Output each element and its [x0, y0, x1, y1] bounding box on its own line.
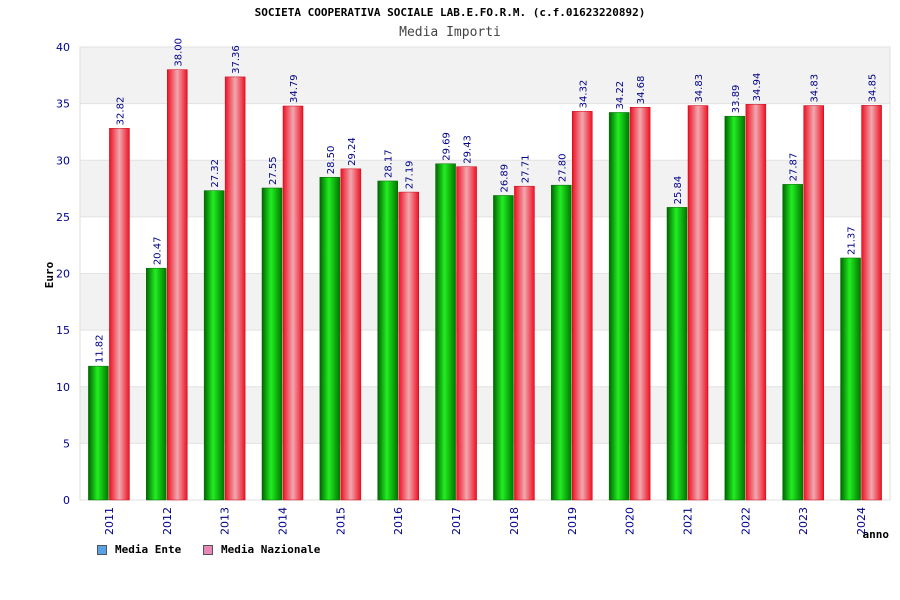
x-tick-label: 2015: [334, 507, 347, 535]
data-label-media-nazionale: 37.36: [231, 45, 242, 74]
y-tick-label: 30: [56, 154, 70, 167]
bar-media-ente: [666, 207, 688, 501]
data-label-media-ente: 29.69: [442, 132, 453, 161]
data-label-media-nazionale: 27.19: [405, 160, 416, 189]
bar-media-ente: [782, 184, 803, 501]
data-label-media-nazionale: 29.24: [347, 137, 358, 166]
bar-media-ente: [435, 163, 456, 501]
data-label-media-nazionale: 34.32: [578, 80, 589, 109]
data-label-media-ente: 34.22: [615, 81, 626, 110]
bar-media-ente: [493, 195, 514, 501]
bar-media-ente: [724, 115, 746, 501]
data-label-media-ente: 20.47: [152, 237, 163, 266]
x-tick-label: 2019: [566, 507, 579, 535]
bar-media-ente: [319, 176, 341, 501]
data-label-media-nazionale: 32.82: [115, 97, 126, 126]
legend-item-ente: Media Ente: [97, 543, 181, 556]
x-tick-label: 2016: [392, 507, 405, 535]
bar-media-ente: [551, 184, 572, 501]
bar-media-nazionale: [861, 105, 882, 501]
y-tick-label: 15: [56, 324, 70, 337]
plot-band: [80, 386, 890, 444]
x-tick-label: 2012: [161, 507, 174, 535]
bar-media-ente: [203, 190, 225, 501]
x-tick-label: 2017: [450, 507, 463, 535]
plot-band: [80, 103, 890, 161]
bar-media-ente: [608, 112, 630, 501]
data-label-media-ente: 27.80: [557, 154, 568, 183]
y-tick-label: 0: [63, 494, 70, 507]
x-tick-label: 2018: [508, 507, 521, 535]
bar-media-nazionale: [629, 106, 651, 501]
y-tick-label: 20: [56, 268, 70, 281]
y-tick-label: 25: [56, 211, 70, 224]
x-tick-label: 2024: [855, 507, 868, 535]
bar-media-nazionale: [224, 76, 246, 501]
bar-media-ente: [377, 180, 398, 501]
plot-band: [80, 273, 890, 331]
data-label-media-ente: 28.17: [384, 149, 395, 178]
data-label-media-nazionale: 29.43: [463, 135, 474, 164]
data-label-media-nazionale: 34.83: [810, 74, 821, 103]
data-label-media-ente: 27.55: [268, 156, 279, 185]
bar-media-ente: [840, 257, 861, 501]
plot-band: [80, 330, 890, 387]
bar-media-nazionale: [282, 105, 304, 501]
data-label-media-ente: 21.37: [847, 226, 858, 255]
plot-band: [80, 160, 890, 217]
bar-media-nazionale: [803, 105, 824, 501]
data-label-media-nazionale: 27.71: [520, 155, 531, 184]
bar-media-nazionale: [572, 111, 593, 501]
plot-band: [80, 216, 890, 274]
data-label-media-ente: 27.87: [789, 153, 800, 182]
legend-item-nazionale: Media Nazionale: [203, 543, 320, 556]
data-label-media-ente: 11.82: [94, 334, 105, 363]
plot-band: [80, 47, 890, 104]
y-tick-label: 10: [56, 381, 70, 394]
bar-media-ente: [146, 267, 167, 501]
data-label-media-nazionale: 34.83: [694, 74, 705, 103]
y-tick-label: 40: [56, 41, 70, 54]
data-label-media-nazionale: 34.79: [289, 74, 300, 103]
y-tick-label: 5: [63, 437, 70, 450]
bar-media-ente: [88, 365, 109, 501]
x-axis-label: anno: [863, 528, 890, 541]
bar-media-nazionale: [514, 185, 535, 501]
data-label-media-ente: 26.89: [499, 164, 510, 193]
x-tick-label: 2020: [624, 507, 637, 535]
chart-subtitle: Media Importi: [399, 25, 501, 40]
x-tick-label: 2011: [103, 507, 116, 535]
y-axis-label: Euro: [43, 261, 56, 288]
bar-media-nazionale: [456, 166, 477, 501]
chart-title: SOCIETA COOPERATIVA SOCIALE LAB.E.FO.R.M…: [254, 6, 646, 19]
bar-media-nazionale: [109, 128, 130, 501]
y-tick-label: 35: [56, 98, 70, 111]
data-label-media-nazionale: 34.68: [636, 76, 647, 105]
x-tick-label: 2022: [739, 507, 752, 535]
data-label-media-nazionale: 34.85: [868, 74, 879, 103]
plot-band: [80, 443, 890, 500]
bar-media-nazionale: [167, 69, 188, 501]
x-tick-label: 2014: [277, 507, 290, 535]
data-label-media-nazionale: 38.00: [173, 38, 184, 67]
data-label-media-nazionale: 34.94: [752, 73, 763, 102]
x-tick-label: 2013: [219, 507, 232, 535]
data-label-media-ente: 33.89: [731, 85, 742, 114]
data-label-media-ente: 25.84: [673, 176, 684, 205]
x-tick-label: 2023: [797, 507, 810, 535]
legend-label-ente: Media Ente: [115, 543, 182, 556]
data-label-media-ente: 28.50: [326, 146, 337, 175]
bar-media-nazionale: [687, 105, 709, 501]
x-tick-label: 2021: [682, 507, 695, 535]
bar-media-ente: [261, 187, 283, 501]
bar-media-nazionale: [340, 168, 362, 501]
data-label-media-ente: 27.32: [210, 159, 221, 188]
bar-media-nazionale: [398, 191, 419, 501]
legend-swatch-nazionale: [203, 544, 213, 555]
bar-media-nazionale: [745, 104, 767, 501]
legend-swatch-ente: [97, 544, 107, 555]
legend-label-nazionale: Media Nazionale: [221, 543, 321, 556]
